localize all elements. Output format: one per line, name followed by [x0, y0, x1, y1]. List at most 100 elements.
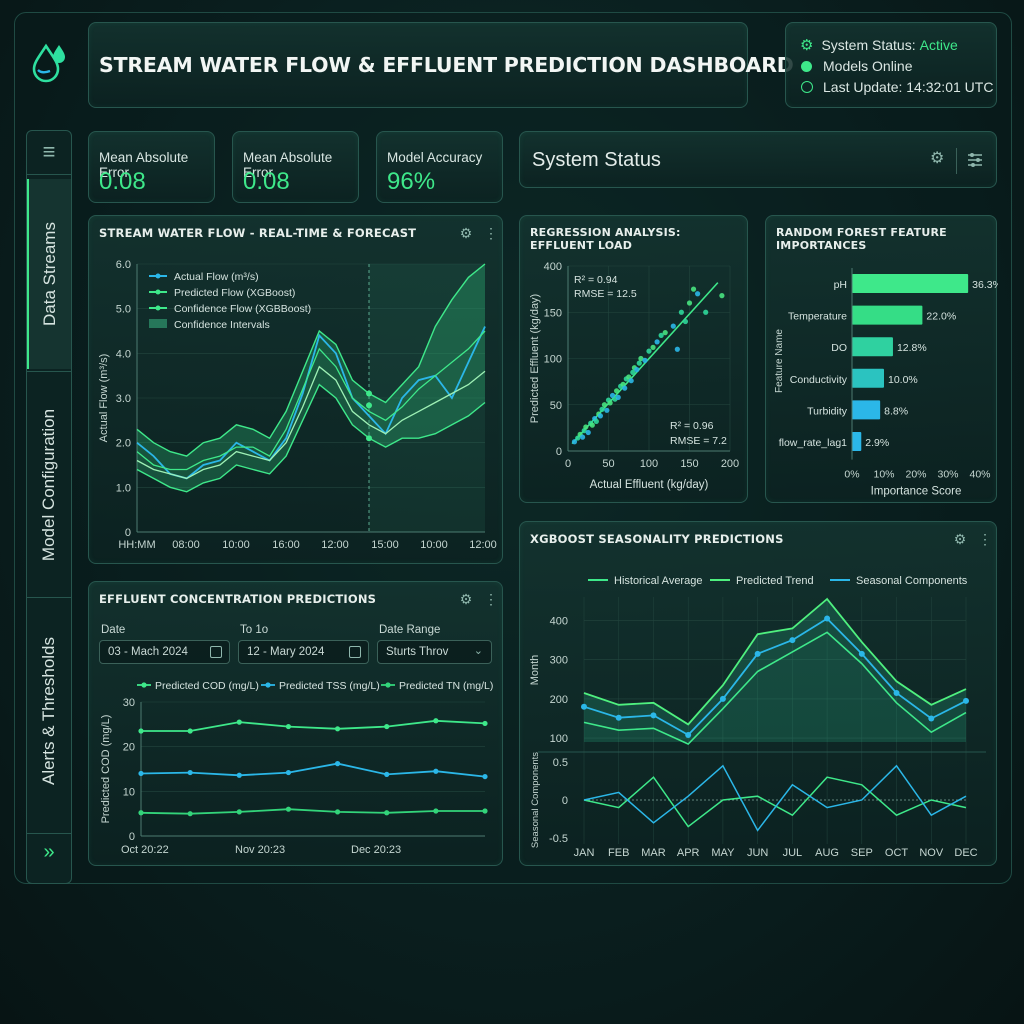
- y-tick-label: 0: [556, 446, 562, 458]
- legend-marker: [385, 682, 391, 688]
- y-tick-label: 30: [123, 697, 135, 709]
- y-tick-label: 6.0: [116, 259, 131, 271]
- legend-label: Predicted COD (mg/L): [155, 680, 259, 692]
- x-tick-label: 0: [565, 458, 571, 470]
- start-date-field[interactable]: 03 - Mach 2024: [99, 640, 230, 664]
- chevron-down-icon: ⌄: [473, 645, 483, 657]
- y-axis-label: Predicted Effluent (kg/day): [529, 294, 541, 423]
- cod-line: [141, 719, 486, 732]
- data-point: [138, 770, 144, 777]
- x-tick-label: FEB: [608, 847, 629, 859]
- actual-flow-line: [136, 326, 486, 480]
- x-tick-label: 40%: [969, 469, 990, 481]
- seasonality-panel: XGBOOST SEASONALITY PREDICTIONS ⚙ ⋮ 400 3…: [519, 521, 997, 866]
- seasonality-title: XGBOOST SEASONALITY PREDICTIONS: [530, 532, 784, 546]
- data-point: [824, 615, 831, 622]
- feature-chart: pH 36.3% Temperature 22.0% DO 12.8% Conductivi…: [774, 268, 998, 498]
- legend-swatch: [149, 319, 167, 328]
- scatter-point: [630, 369, 636, 375]
- x-tick-label: JAN: [574, 847, 595, 859]
- gear-icon[interactable]: ⚙: [953, 531, 967, 547]
- status-box: ⚙ System Status: Active Models Online La…: [785, 22, 997, 108]
- effluent-panel: EFFLUENT CONCENTRATION PREDICTIONS ⚙ ⋮ D…: [88, 581, 503, 866]
- x-tick-label: OCT: [885, 847, 909, 859]
- x-tick-label: 20%: [905, 469, 926, 481]
- feature-value-label: 36.3%: [972, 279, 998, 291]
- stat-r2-bottom: R² = 0.96: [670, 420, 714, 432]
- tss-line: [140, 762, 486, 778]
- scatter-point: [654, 339, 660, 345]
- data-point: [482, 773, 488, 780]
- scatter-point: [678, 309, 684, 315]
- feature-bar: [852, 305, 923, 325]
- x-tick-label: AUG: [815, 847, 839, 859]
- kpi-card-accuracy: Model Accuracy 96%: [376, 131, 503, 203]
- scatter-point: [575, 435, 581, 441]
- y-tick-label: 50: [550, 400, 562, 412]
- last-update-text: Last Update: 14:32:01 UTC: [823, 79, 994, 95]
- y-tick-label: 3.0: [116, 393, 131, 405]
- tn-line: [140, 808, 485, 815]
- scatter-point: [703, 309, 709, 315]
- seasonal-component-line: [583, 764, 967, 832]
- date-label: Date: [101, 624, 126, 636]
- x-tick-label: APR: [677, 847, 700, 859]
- tab-data-streams[interactable]: Data Streams: [27, 179, 71, 369]
- data-point: [334, 761, 341, 767]
- gear-icon[interactable]: ⚙: [930, 150, 945, 167]
- clock-icon: [801, 81, 813, 93]
- filter-icon[interactable]: [968, 153, 982, 167]
- feature-importance-panel: RANDOM FOREST FEATURE IMPORTANCES pH 36.3…: [765, 215, 998, 503]
- tab-model-configuration[interactable]: Model Configuration: [27, 371, 71, 597]
- data-point: [719, 695, 726, 702]
- gear-icon: ⚙: [800, 37, 814, 54]
- x-tick-label: JUL: [783, 847, 803, 859]
- scatter-point: [670, 323, 676, 329]
- scatter-point: [607, 400, 613, 406]
- scatter-point: [634, 367, 640, 373]
- data-point: [138, 728, 144, 734]
- scatter-point: [682, 318, 689, 325]
- x-tick-label: MAY: [711, 847, 735, 859]
- scatter-point: [690, 286, 697, 292]
- data-point: [285, 723, 292, 730]
- feature-value-label: 12.8%: [897, 342, 927, 354]
- predicted-trend-line: [583, 597, 967, 726]
- feature-name: Temperature: [788, 311, 847, 323]
- menu-icon[interactable]: ≡: [27, 139, 71, 175]
- x-tick-label: 15:00: [371, 539, 399, 551]
- y-tick-label: 0: [125, 527, 131, 539]
- gear-icon[interactable]: ⚙: [459, 591, 473, 607]
- scatter-point: [642, 357, 648, 363]
- legend-label: Historical Average: [614, 575, 702, 587]
- gear-icon[interactable]: ⚙: [459, 225, 473, 241]
- scatter-point: [571, 439, 578, 445]
- x-tick-label: DEC: [954, 847, 977, 859]
- flow-chart-title: STREAM WATER FLOW - REAL-TIME & FORECAST: [99, 226, 417, 240]
- confidence-lower-line: [136, 383, 486, 493]
- system-status-title: System Status: [532, 149, 661, 171]
- data-point: [482, 808, 488, 814]
- feature-value-label: 22.0%: [926, 311, 956, 323]
- tab-alerts-thresholds[interactable]: Alerts & Thresholds: [27, 597, 71, 823]
- data-point: [285, 806, 292, 812]
- confidence-upper-line: [136, 263, 486, 457]
- data-point: [433, 808, 439, 814]
- data-point: [187, 769, 193, 776]
- y-tick-label: 100: [550, 733, 568, 745]
- historical-average-line: [583, 631, 967, 745]
- flow-chart-panel: STREAM WATER FLOW - REAL-TIME & FORECAST…: [88, 215, 503, 564]
- legend-label: Predicted TSS (mg/L): [279, 680, 380, 692]
- data-point: [187, 728, 193, 734]
- end-date-field[interactable]: 12 - Mary 2024: [238, 640, 369, 664]
- scatter-point: [604, 407, 610, 413]
- scatter-point: [646, 348, 652, 354]
- effluent-title: EFFLUENT CONCENTRATION PREDICTIONS: [99, 592, 377, 606]
- scatter-point: [585, 429, 591, 436]
- kpi-card-mae-2: Mean Absolute Error 0.08: [232, 131, 359, 203]
- data-point: [334, 726, 341, 732]
- scatter-point: [626, 374, 632, 380]
- date-range-select[interactable]: Sturts Throv ⌄: [377, 640, 492, 664]
- page-title: STREAM WATER FLOW & EFFLUENT PREDICTION …: [99, 53, 794, 77]
- expand-sidebar-icon[interactable]: »: [27, 833, 71, 869]
